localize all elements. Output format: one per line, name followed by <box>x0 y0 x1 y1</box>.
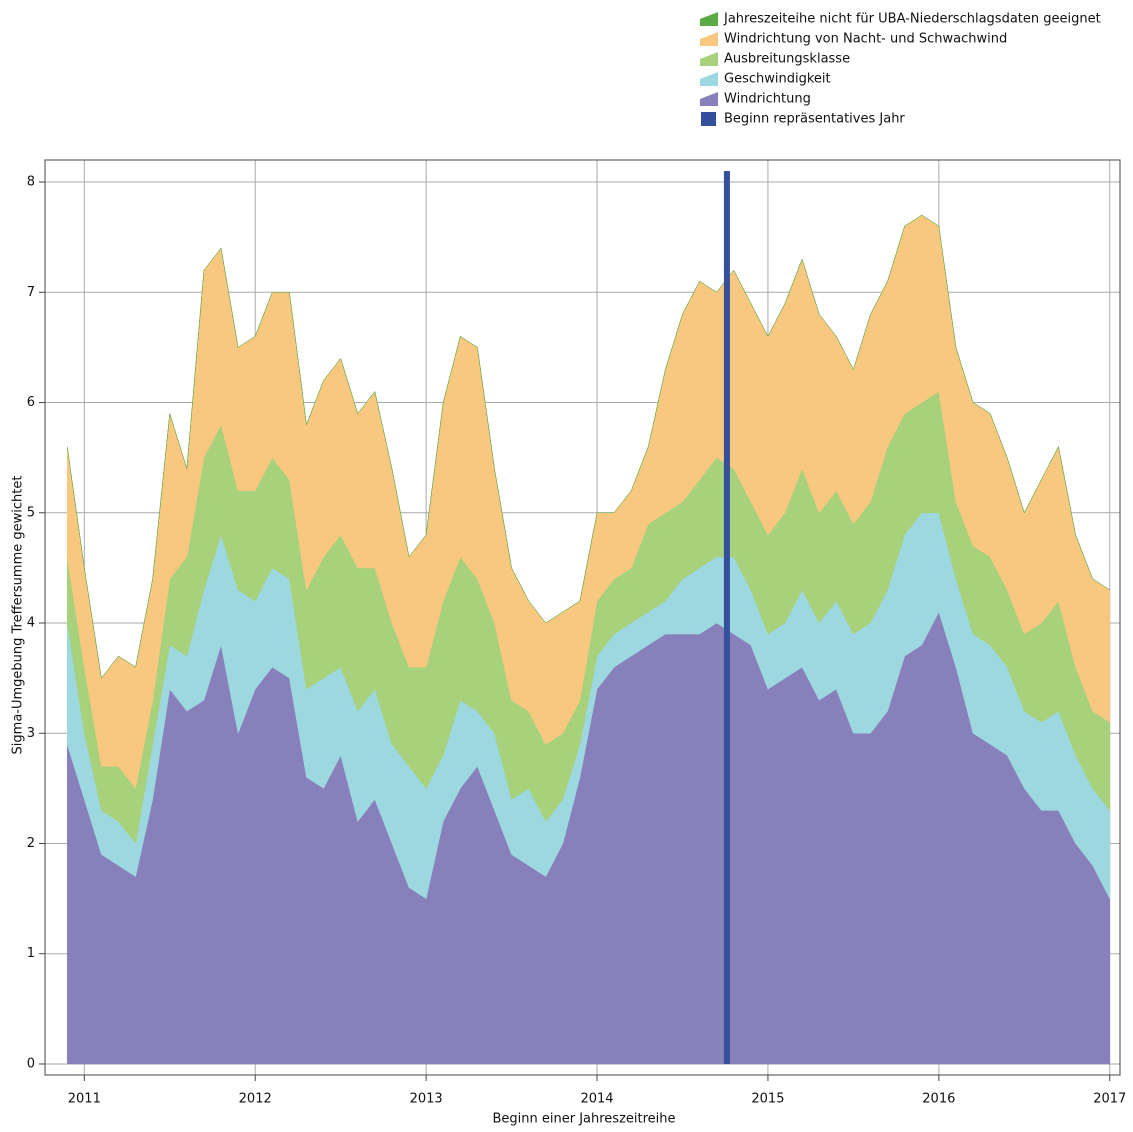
y-tick-label: 5 <box>27 505 35 520</box>
x-tick-label: 2013 <box>410 1092 443 1107</box>
legend-swatch <box>700 32 718 46</box>
legend-swatch <box>700 52 718 66</box>
x-axis-label: Beginn einer Jahreszeitreihe <box>492 1112 675 1127</box>
legend-label: Windrichtung <box>724 92 811 107</box>
legend-swatch <box>700 12 718 26</box>
legend-label: Beginn repräsentatives Jahr <box>724 112 905 127</box>
legend-label: Jahreszeiteihe nicht für UBA-Niederschla… <box>723 12 1101 27</box>
plot-frame <box>44 159 1121 1076</box>
y-tick-label: 4 <box>27 616 35 631</box>
legend-swatch <box>701 112 716 126</box>
y-tick-label: 8 <box>27 175 35 190</box>
x-tick-label: 2012 <box>239 1092 272 1107</box>
x-tick-label: 2014 <box>580 1092 613 1107</box>
x-tick-label: 2011 <box>68 1092 101 1107</box>
y-tick-label: 6 <box>27 395 35 410</box>
legend-swatch <box>700 72 718 86</box>
y-tick-label: 3 <box>27 726 35 741</box>
legend-label: Windrichtung von Nacht- und Schwachwind <box>724 32 1007 47</box>
x-tick-label: 2017 <box>1093 1092 1126 1107</box>
legend-label: Ausbreitungsklasse <box>724 52 850 67</box>
legend-label: Geschwindigkeit <box>724 72 831 87</box>
y-tick-label: 0 <box>27 1056 35 1071</box>
x-tick-label: 2016 <box>922 1092 955 1107</box>
reference-line <box>723 171 730 1064</box>
y-tick-label: 1 <box>27 946 35 961</box>
y-axis-label: Sigma-Umgebung Treffersumme gewichtet <box>11 476 26 755</box>
x-tick-label: 2015 <box>751 1092 784 1107</box>
y-tick-label: 2 <box>27 836 35 851</box>
y-tick-label: 7 <box>27 285 35 300</box>
legend-swatch <box>700 92 718 106</box>
